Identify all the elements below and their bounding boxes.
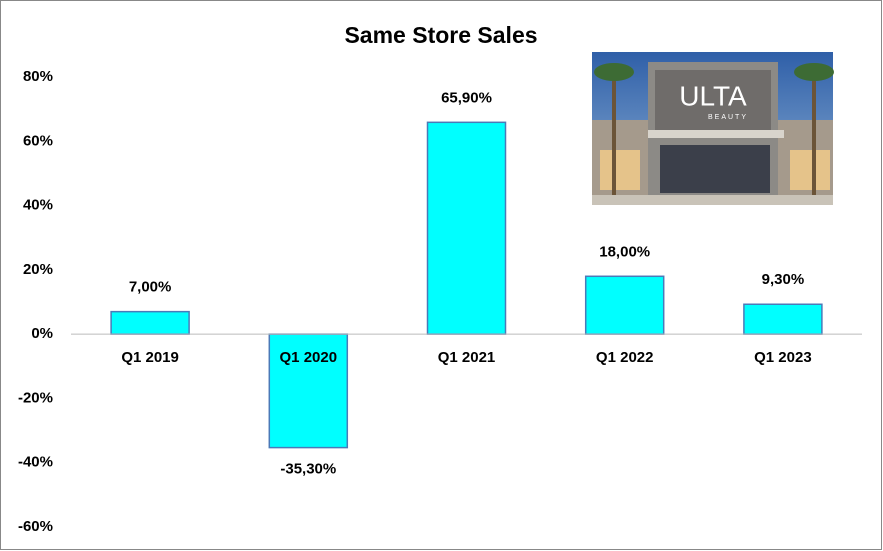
value-label: 7,00% bbox=[129, 279, 172, 296]
y-tick-label: 20% bbox=[23, 261, 53, 278]
photo-canopy bbox=[648, 130, 784, 138]
store-photo: ULTA BEAUTY bbox=[592, 52, 834, 205]
y-tick-label: 0% bbox=[31, 325, 53, 342]
photo-palm bbox=[594, 63, 634, 81]
x-tick-label: Q1 2022 bbox=[596, 349, 654, 366]
photo-palm bbox=[812, 75, 816, 195]
photo-palm bbox=[612, 75, 616, 195]
bar bbox=[426, 121, 507, 335]
y-tick-label: 80% bbox=[23, 68, 53, 85]
photo-sign: ULTA bbox=[679, 80, 747, 111]
photo-palm bbox=[794, 63, 834, 81]
chart-title: Same Store Sales bbox=[344, 22, 537, 48]
y-tick-label: -40% bbox=[18, 454, 53, 471]
value-label: -35,30% bbox=[280, 461, 336, 478]
photo-ground bbox=[592, 195, 833, 205]
x-tick-label: Q1 2021 bbox=[438, 349, 496, 366]
photo-window bbox=[600, 150, 640, 190]
photo-sign-panel bbox=[655, 70, 771, 132]
value-label: 9,30% bbox=[762, 271, 805, 288]
photo-subsign: BEAUTY bbox=[708, 114, 748, 121]
bar bbox=[110, 310, 190, 335]
y-tick-label: -60% bbox=[18, 518, 53, 535]
y-tick-label: -20% bbox=[18, 389, 53, 406]
value-label: 65,90% bbox=[441, 89, 492, 106]
bar bbox=[743, 303, 823, 335]
bar bbox=[584, 275, 665, 335]
photo-window bbox=[790, 150, 830, 190]
photo-entrance bbox=[660, 145, 770, 193]
y-tick-label: 40% bbox=[23, 197, 53, 214]
value-label: 18,00% bbox=[599, 243, 650, 260]
x-tick-label: Q1 2019 bbox=[121, 349, 179, 366]
y-tick-label: 60% bbox=[23, 132, 53, 149]
x-tick-label: Q1 2020 bbox=[280, 349, 338, 366]
x-tick-label: Q1 2023 bbox=[754, 349, 812, 366]
